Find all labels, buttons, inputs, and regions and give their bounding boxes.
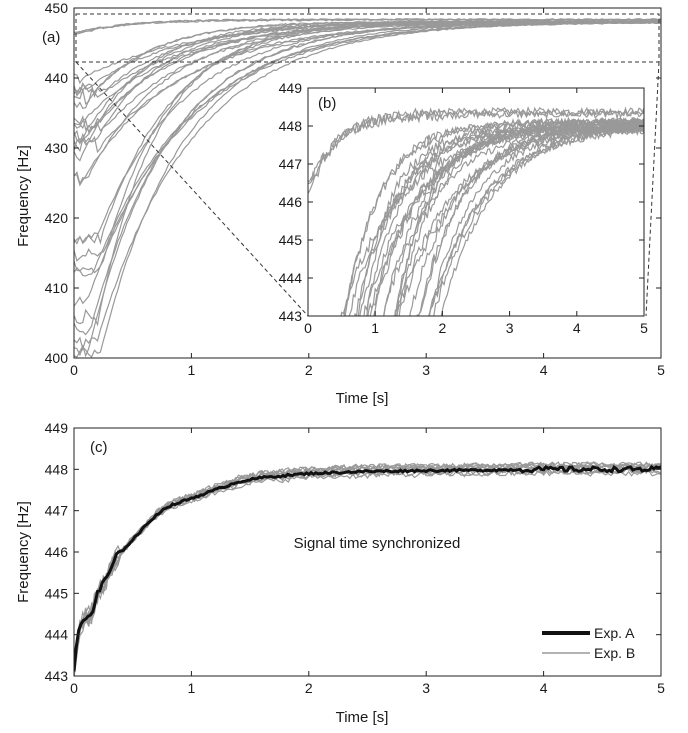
panel-c-xtick-label: 2	[305, 680, 313, 696]
panel-b-ytick-label: 446	[279, 194, 303, 210]
panel-c-label: (c)	[90, 439, 108, 456]
panel-b-series-line	[416, 122, 644, 316]
panel-b-xtick-label: 0	[304, 320, 312, 336]
panel-a-xtick-label: 1	[188, 362, 196, 378]
panel-c-ylabel: Frequency [Hz]	[15, 501, 32, 603]
panel-b-series-group	[308, 106, 644, 316]
panel-b-xtick-label: 4	[573, 320, 581, 336]
panel-a-xtick-label: 4	[540, 362, 548, 378]
panel-c: 0 1 2 3 4 5 443 444 445 446 447 448 449 (c) Signal t…	[15, 420, 665, 726]
exp-b-series-line	[74, 462, 661, 668]
panel-a-ytick-label: 410	[45, 280, 69, 296]
panel-b-series-line	[409, 121, 644, 316]
panel-a-series-line	[73, 19, 662, 95]
panel-a-ytick-label: 430	[45, 140, 69, 156]
exp-a-series-line	[74, 464, 661, 672]
panel-c-series-group	[74, 461, 661, 676]
panel-a-xtick-label: 3	[422, 362, 430, 378]
panel-a-label: (a)	[42, 29, 60, 46]
panel-c-xtick-label: 5	[657, 680, 665, 696]
panel-b: 0 1 2 3 4 5 443 444 445 446 447 448 449 (b)	[279, 80, 648, 336]
panel-a-series-group	[73, 18, 662, 358]
exp-b-series-line	[74, 461, 661, 671]
panel-b-series-line	[381, 117, 644, 316]
panel-a-ytick-label: 420	[45, 210, 69, 226]
panel-b-ytick-label: 447	[279, 156, 303, 172]
exp-b-series-line	[74, 461, 661, 659]
panel-c-ytick-label: 447	[45, 503, 69, 519]
panel-b-series-line	[308, 109, 644, 194]
panel-c-ytick-label: 445	[45, 585, 69, 601]
panel-b-series-line	[359, 116, 644, 316]
panel-c-xtick-label: 3	[422, 680, 430, 696]
panel-b-label: (b)	[318, 95, 336, 112]
panel-c-ytick-label: 446	[45, 544, 69, 560]
zoom-connector-right	[645, 61, 660, 317]
panel-b-xtick-label: 2	[439, 320, 447, 336]
panel-b-ticks: 0 1 2 3 4 5 443 444 445 446 447 448 449	[279, 80, 648, 336]
panel-b-series-line	[343, 116, 644, 316]
panel-b-ytick-label: 448	[279, 118, 303, 134]
panel-a-series-line	[73, 19, 662, 186]
panel-c-ytick-label: 449	[45, 420, 69, 436]
panel-c-xlabel: Time [s]	[336, 709, 389, 726]
legend: Exp. A Exp. B	[542, 625, 635, 661]
exp-b-series-line	[74, 469, 661, 676]
panel-a-ytick-label: 440	[45, 70, 69, 86]
panel-b-series-line	[363, 119, 644, 316]
panel-a-ytick-label: 450	[45, 0, 69, 16]
panel-a-xtick-label: 2	[305, 362, 313, 378]
panel-c-annotation: Signal time synchronized	[294, 535, 461, 552]
panel-a-frame	[73, 7, 662, 359]
panel-c-xtick-label: 0	[70, 680, 78, 696]
panel-c-xtick-label: 1	[188, 680, 196, 696]
panel-b-series-line	[308, 106, 644, 185]
panel-a-series-line	[73, 21, 662, 358]
exp-b-series-line	[74, 461, 661, 668]
panel-c-ytick-label: 448	[45, 461, 69, 477]
panel-a-xlabel: Time [s]	[336, 390, 389, 407]
panel-c-ticks: 0 1 2 3 4 5 443 444 445 446 447 448 449	[45, 420, 665, 696]
panel-a-ylabel: Frequency [Hz]	[15, 145, 32, 247]
panel-c-ytick-label: 443	[45, 668, 69, 684]
panel-b-ytick-label: 444	[279, 270, 303, 286]
panel-a-series-line	[73, 18, 662, 35]
panel-a-xtick-label: 0	[70, 362, 78, 378]
panel-a-xtick-label: 5	[657, 362, 665, 378]
panel-b-xtick-label: 5	[640, 320, 648, 336]
panel-b-xtick-label: 3	[506, 320, 514, 336]
panel-c-ytick-label: 444	[45, 627, 69, 643]
exp-b-series-line	[74, 467, 661, 660]
panel-b-ytick-label: 443	[279, 308, 303, 324]
panel-b-series-line	[428, 120, 644, 316]
exp-b-series-line	[74, 466, 661, 673]
panel-c-xtick-label: 4	[540, 680, 548, 696]
panel-b-ytick-label: 449	[279, 80, 303, 96]
panel-b-ytick-label: 445	[279, 232, 303, 248]
legend-label-exp-a: Exp. A	[594, 625, 635, 641]
panel-a-ytick-label: 400	[45, 350, 69, 366]
exp-b-series-line	[74, 468, 661, 676]
panel-b-series-line	[440, 123, 644, 316]
panel-b-xtick-label: 1	[371, 320, 379, 336]
legend-label-exp-b: Exp. B	[594, 645, 635, 661]
zoom-connector-left	[75, 61, 309, 317]
